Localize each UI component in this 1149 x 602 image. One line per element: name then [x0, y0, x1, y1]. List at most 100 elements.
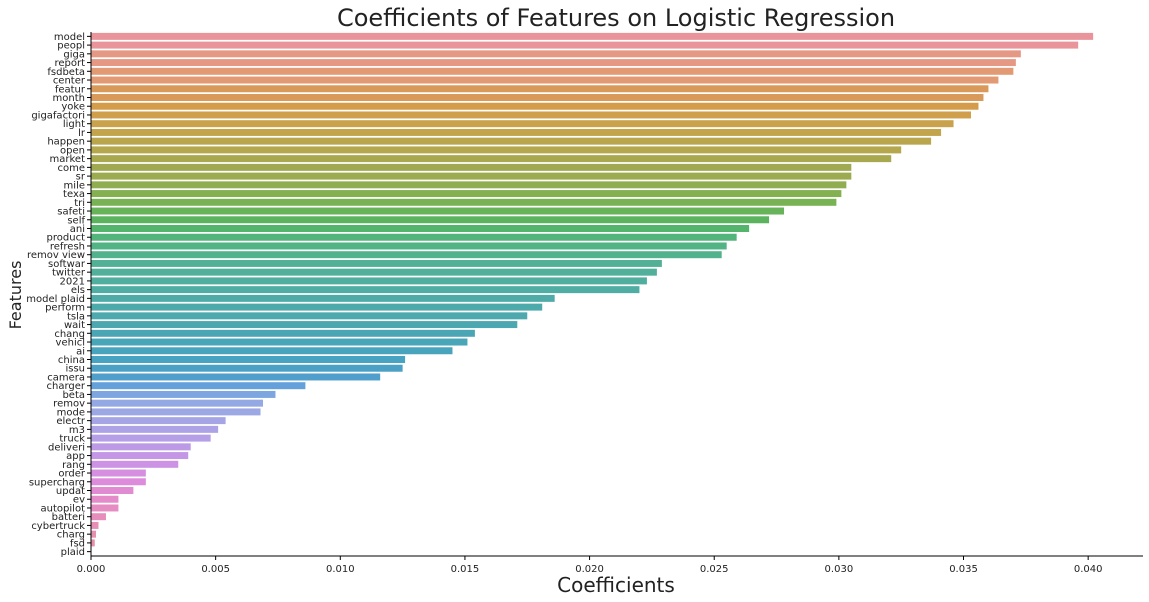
- y-tick-label: mile: [64, 180, 85, 191]
- y-tick-label: fsdbeta: [47, 67, 85, 78]
- bar-camera: [91, 373, 381, 381]
- y-axis-label: Features: [6, 261, 25, 330]
- y-tick-label: giga: [63, 49, 85, 60]
- y-tick-label: texa: [63, 189, 85, 200]
- y-tick-label: beta: [62, 390, 85, 401]
- y-tick-label: month: [53, 93, 85, 104]
- bar-chang: [91, 329, 475, 337]
- bar-batteri: [91, 513, 106, 521]
- y-tick-label: yoke: [61, 102, 85, 113]
- y-tick-label: sr: [76, 172, 86, 183]
- y-tick-label: come: [57, 163, 85, 174]
- x-ticks-layer: 0.000 0.005 0.010 0.015 0.020 0.025 0.030 0.035…: [77, 556, 1103, 575]
- bar-updat: [91, 487, 134, 494]
- y-tick-label: els: [71, 285, 85, 296]
- bar-issu: [91, 364, 403, 372]
- y-tick-label: china: [58, 355, 85, 366]
- y-tick-label: ani: [70, 224, 85, 235]
- bar-month: [91, 94, 984, 101]
- y-tick-label: refresh: [50, 241, 85, 252]
- y-tick-label: wait: [64, 320, 85, 331]
- y-tick-label: remov view: [27, 250, 85, 261]
- y-tick-label: happen: [47, 137, 85, 148]
- y-tick-label: featur: [55, 84, 86, 95]
- bar-perform: [91, 303, 543, 311]
- y-tick-label: self: [67, 215, 85, 226]
- bar-fsdbeta: [91, 67, 1014, 75]
- bar-refresh: [91, 242, 727, 250]
- bar-charger: [91, 382, 306, 390]
- bar-featur: [91, 85, 989, 93]
- y-tick-label: truck: [59, 434, 85, 445]
- bar-autopilot: [91, 504, 119, 512]
- bar-remov-view: [91, 251, 722, 259]
- y-tick-label: ai: [76, 346, 85, 357]
- x-tick-label: 0.040: [1074, 564, 1103, 575]
- y-tick-label: tsla: [67, 311, 85, 322]
- bar-remov: [91, 399, 264, 407]
- bar-charg: [91, 530, 96, 538]
- y-tick-label: model: [54, 32, 85, 43]
- bar-giga: [91, 50, 1021, 58]
- bar-happen: [91, 137, 932, 145]
- y-tick-label: report: [54, 58, 85, 69]
- bar-softwar: [91, 259, 662, 267]
- bar-come: [91, 163, 852, 171]
- bar-ani: [91, 225, 750, 232]
- bar-app: [91, 452, 189, 460]
- y-tick-label: charger: [46, 381, 85, 392]
- y-tick-label: camera: [47, 372, 85, 383]
- chart-title: Coefficients of Features on Logistic Reg…: [337, 4, 895, 32]
- bars-layer: [91, 32, 1094, 547]
- y-tick-label: app: [66, 451, 85, 462]
- y-tick-label: deliveri: [48, 442, 85, 453]
- bar-center: [91, 76, 999, 84]
- x-tick-label: 0.015: [451, 564, 480, 575]
- y-tick-label: open: [60, 145, 85, 156]
- y-tick-label: vehicl: [56, 338, 85, 349]
- y-tick-label: center: [53, 76, 86, 87]
- bar-ev: [91, 495, 119, 503]
- bar-mode: [91, 408, 261, 416]
- x-tick-label: 0.005: [201, 564, 230, 575]
- bar-peopl: [91, 41, 1079, 49]
- bar-ai: [91, 347, 453, 355]
- bar-open: [91, 146, 902, 154]
- y-tick-label: ev: [73, 495, 85, 506]
- bar-gigafactori: [91, 111, 971, 119]
- x-tick-label: 0.025: [700, 564, 729, 575]
- y-tick-label: peopl: [57, 41, 85, 52]
- y-tick-label: plaid: [61, 547, 85, 558]
- bar-rang: [91, 460, 179, 468]
- bar-model-plaid: [91, 294, 555, 302]
- x-tick-label: 0.030: [825, 564, 854, 575]
- y-tick-label: rang: [62, 460, 85, 471]
- bar-truck: [91, 434, 211, 442]
- bar-texa: [91, 190, 842, 198]
- y-tick-label: issu: [65, 364, 85, 375]
- bar-tri: [91, 198, 837, 206]
- y-tick-label: fsd: [70, 538, 85, 549]
- bar-vehicl: [91, 338, 468, 346]
- y-tick-label: cybertruck: [31, 521, 85, 532]
- bar-product: [91, 233, 737, 241]
- y-tick-label: tri: [74, 198, 85, 209]
- bar-2021: [91, 277, 647, 285]
- y-tick-label: market: [50, 154, 86, 165]
- y-tick-label: model plaid: [26, 294, 85, 305]
- bar-electr: [91, 417, 226, 425]
- bar-self: [91, 216, 770, 224]
- bar-report: [91, 59, 1016, 67]
- bar-safeti: [91, 207, 785, 215]
- y-tick-label: safeti: [57, 207, 85, 218]
- y-tick-label: electr: [56, 416, 86, 427]
- x-tick-label: 0.000: [77, 564, 106, 575]
- y-ticks-layer: modelpeoplgigareportfsdbetacenterfeaturm…: [26, 32, 91, 558]
- bar-fsd: [91, 539, 95, 547]
- bar-model: [91, 32, 1094, 40]
- y-tick-label: remov: [53, 399, 85, 410]
- x-tick-label: 0.010: [326, 564, 355, 575]
- bar-light: [91, 120, 954, 128]
